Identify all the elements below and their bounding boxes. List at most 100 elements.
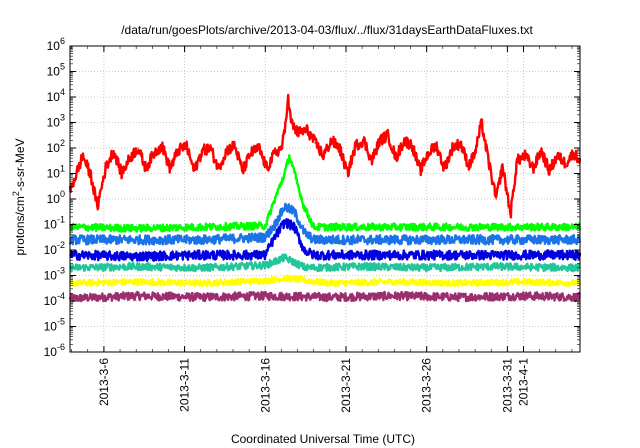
y-tick-label: 10-3 bbox=[44, 266, 65, 283]
series-point bbox=[419, 170, 422, 172]
y-tick-label: 104 bbox=[47, 87, 65, 104]
series-point bbox=[495, 198, 497, 200]
series-point bbox=[193, 170, 196, 172]
y-tick-label-base: 10 bbox=[47, 141, 61, 155]
series-line bbox=[69, 253, 581, 273]
series-point bbox=[290, 121, 292, 124]
y-tick-label-exp: -1 bbox=[57, 215, 65, 225]
series-point bbox=[312, 254, 315, 256]
series-point bbox=[199, 296, 202, 299]
series-point bbox=[283, 205, 286, 208]
series-point bbox=[264, 295, 267, 297]
y-tick-label-base: 10 bbox=[47, 192, 61, 206]
y-tick-label-exp: 0 bbox=[60, 189, 65, 199]
series-point bbox=[322, 154, 325, 157]
y-tick-label-base: 10 bbox=[44, 269, 58, 283]
series-point bbox=[135, 295, 137, 297]
series-point bbox=[425, 267, 428, 269]
series-point bbox=[427, 152, 430, 154]
series-point bbox=[490, 239, 493, 241]
y-tick-label-base: 10 bbox=[44, 243, 58, 257]
series-point bbox=[264, 279, 267, 282]
series-point bbox=[393, 254, 396, 256]
y-tick-label-exp: 4 bbox=[60, 87, 65, 97]
y-tick-label-exp: 3 bbox=[60, 113, 65, 123]
series-point bbox=[199, 267, 202, 269]
series-point bbox=[306, 129, 309, 131]
series-point bbox=[480, 121, 483, 124]
series-point bbox=[474, 152, 476, 154]
series-point bbox=[458, 282, 460, 284]
series-point bbox=[296, 131, 299, 134]
series-point bbox=[258, 147, 260, 149]
series-point bbox=[161, 144, 163, 147]
series-point bbox=[272, 239, 275, 241]
series-point bbox=[199, 282, 202, 284]
series-point bbox=[304, 267, 307, 269]
series-point bbox=[393, 239, 396, 241]
y-tick-label-base: 10 bbox=[47, 90, 61, 104]
y-tick-label: 10-1 bbox=[44, 215, 65, 232]
series-point bbox=[75, 172, 78, 175]
series-point bbox=[264, 236, 267, 239]
series-point bbox=[283, 256, 286, 259]
chart-title: /data/run/goesPlots/archive/2013-04-03/f… bbox=[121, 23, 533, 37]
series-point bbox=[379, 139, 381, 142]
y-axis-label: protons/cm2-s-sr-MeV bbox=[11, 138, 27, 255]
series-line bbox=[68, 274, 582, 288]
series-point bbox=[137, 147, 139, 149]
series-point bbox=[288, 154, 291, 157]
y-tick-label-exp: -4 bbox=[57, 291, 65, 301]
y-tick-label-base: 10 bbox=[47, 39, 61, 53]
x-tick-label: 2013-3-16 bbox=[258, 358, 272, 413]
y-tick-label-base: 10 bbox=[44, 320, 58, 334]
y-axis-label-sup: 2 bbox=[11, 191, 21, 196]
x-tick-label: 2013-3-26 bbox=[420, 358, 434, 413]
series-point bbox=[241, 170, 244, 172]
series-point bbox=[199, 254, 202, 256]
x-tick-labels: 2013-3-6 2013-3-11 2013-3-16 2013-3-21 2013-… bbox=[97, 358, 531, 413]
series-point bbox=[459, 142, 462, 144]
series-point bbox=[522, 295, 525, 297]
series-point bbox=[540, 149, 543, 152]
y-tick-label-base: 10 bbox=[44, 218, 58, 232]
y-tick-label: 10-4 bbox=[44, 291, 65, 308]
series-point bbox=[135, 255, 137, 258]
series-point bbox=[293, 211, 296, 213]
series-point bbox=[314, 142, 317, 144]
series-point bbox=[280, 147, 283, 149]
series-point bbox=[283, 172, 286, 175]
series-line bbox=[68, 290, 582, 303]
y-axis-label-tail: -s-sr-MeV bbox=[13, 138, 27, 191]
y-tick-label-exp: 6 bbox=[60, 36, 65, 46]
series-point bbox=[443, 167, 446, 170]
series-point bbox=[361, 265, 363, 268]
series-point bbox=[185, 144, 187, 147]
series-point bbox=[233, 144, 236, 147]
series-line bbox=[69, 218, 582, 262]
series-point bbox=[217, 167, 220, 170]
series-point bbox=[295, 177, 297, 180]
series-point bbox=[522, 281, 525, 283]
series-point bbox=[490, 265, 493, 268]
series-point bbox=[403, 139, 405, 142]
x-tick-label: 2013-3-21 bbox=[339, 358, 353, 413]
series-point bbox=[274, 152, 276, 154]
y-tick-label: 106 bbox=[47, 36, 65, 53]
y-tick-label: 102 bbox=[47, 138, 65, 155]
series-point bbox=[393, 281, 396, 283]
series-point bbox=[490, 254, 493, 256]
series-point bbox=[287, 96, 289, 98]
series-point bbox=[393, 226, 396, 228]
series-point bbox=[548, 170, 551, 172]
series-point bbox=[274, 223, 276, 226]
series-point bbox=[346, 172, 349, 175]
series-point bbox=[556, 154, 559, 157]
series-point bbox=[135, 239, 137, 241]
y-axis-label-main: protons/cm bbox=[13, 196, 27, 255]
y-tick-label: 100 bbox=[47, 189, 65, 206]
series-point bbox=[264, 264, 267, 267]
series-point bbox=[564, 162, 567, 165]
x-tick-label: 2013-3-6 bbox=[97, 358, 111, 406]
